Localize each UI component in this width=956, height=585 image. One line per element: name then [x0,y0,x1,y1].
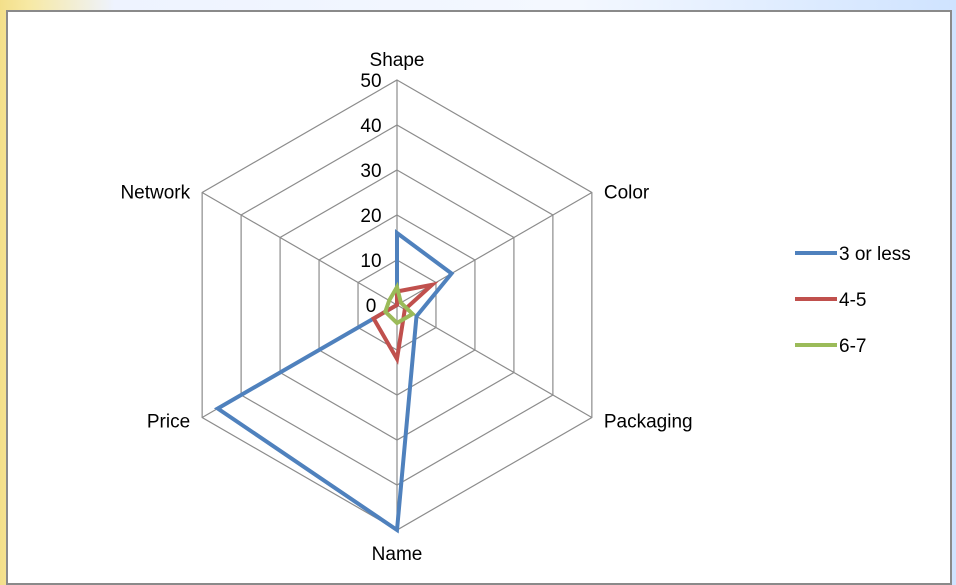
series-layer [213,229,455,534]
legend-label-2: 4-5 [839,290,866,311]
category-label-shape: Shape [370,50,425,71]
legend-label-1: 3 or less [839,244,911,265]
category-label-name: Name [372,544,423,565]
legend: 3 or less 4-5 6-7 [795,244,911,357]
tick-label: 40 [360,116,381,137]
category-label-network: Network [120,183,190,204]
tick-label: 30 [360,161,381,182]
tick-label: 50 [360,71,381,92]
chart-frame [6,10,952,585]
spoke-network [201,191,398,306]
spoke-packaging [396,304,593,419]
tick-label: 0 [366,296,377,317]
tick-label: 10 [360,251,381,272]
category-label-color: Color [604,183,650,204]
category-label-price: Price [147,412,190,433]
legend-label-3: 6-7 [839,336,866,357]
series-line-1 [213,229,455,534]
category-label-packaging: Packaging [604,412,693,433]
tick-label: 20 [360,206,381,227]
series-line-2 [370,281,439,365]
series-line-3 [383,281,416,326]
